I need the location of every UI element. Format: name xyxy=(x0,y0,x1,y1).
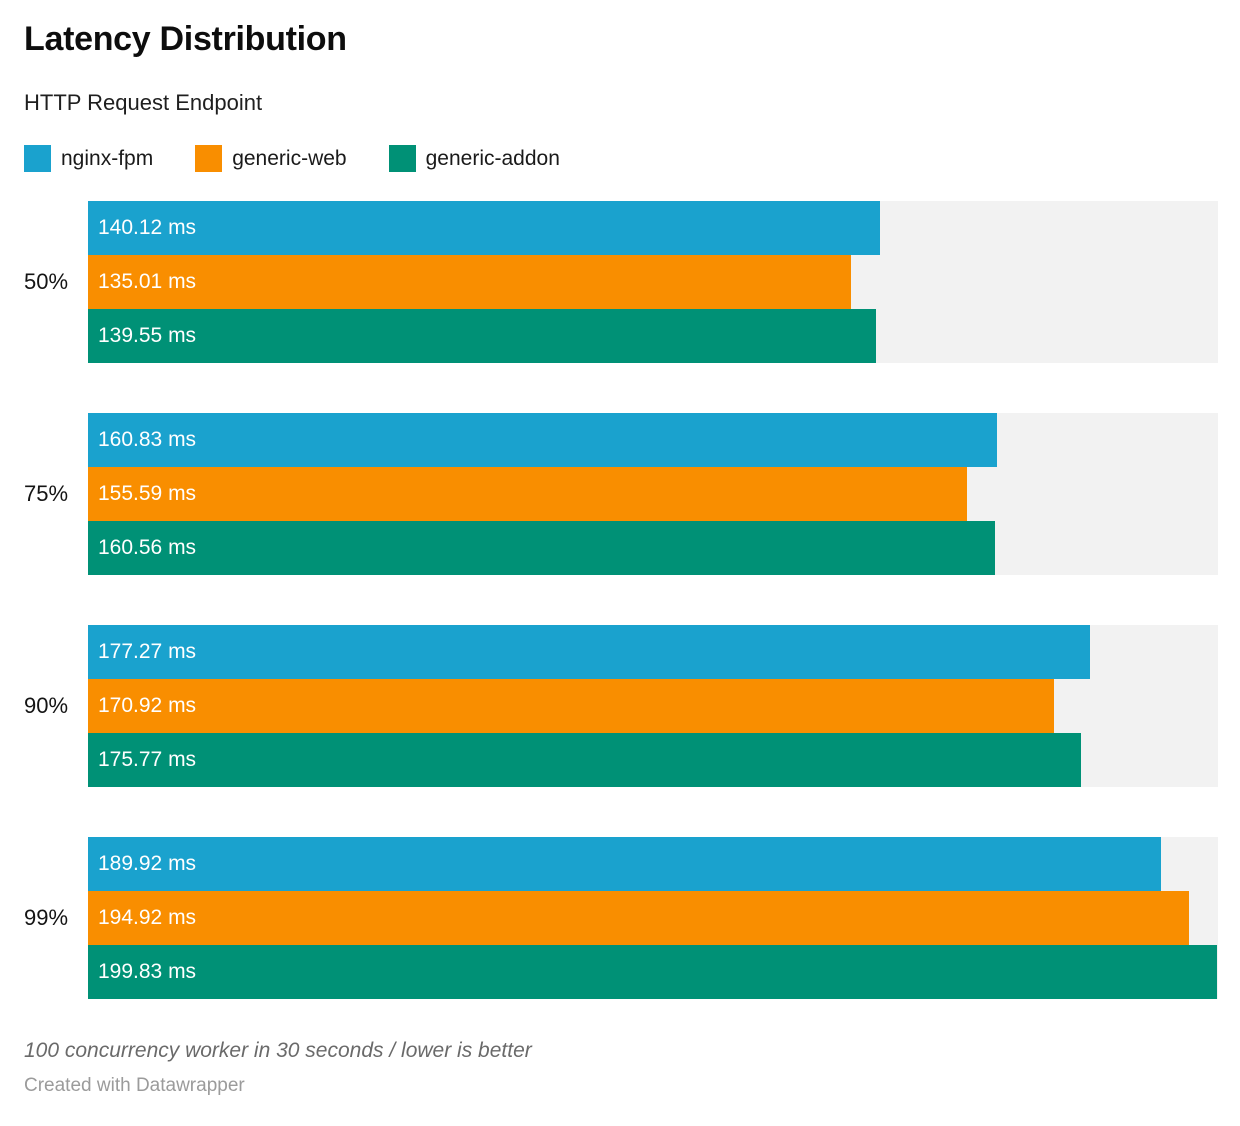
chart-title: Latency Distribution xyxy=(24,20,347,58)
bar-value-label: 135.01 ms xyxy=(98,269,197,293)
bar-value-label: 160.56 ms xyxy=(98,535,197,559)
bar-value-label: 155.59 ms xyxy=(98,481,197,505)
bar-generic-web: 170.92 ms xyxy=(88,678,1054,733)
datawrapper-credit: Created with Datawrapper xyxy=(24,1074,245,1096)
bar-value-label: 160.83 ms xyxy=(98,427,197,451)
legend-item-generic-addon: generic-addon xyxy=(388,145,560,173)
legend-swatch-icon xyxy=(388,145,416,173)
bar-generic-web: 155.59 ms xyxy=(88,466,968,521)
bar-generic-addon: 175.77 ms xyxy=(88,732,1082,787)
legend-label: generic-addon xyxy=(425,146,560,170)
percentile-label: 50% xyxy=(24,268,69,294)
bar-track: 177.27 ms 170.92 ms 175.77 ms xyxy=(88,624,1218,787)
bar-group-90%: 90% 177.27 ms 170.92 ms 175.77 ms xyxy=(24,624,1218,787)
legend-label: nginx-fpm xyxy=(61,146,154,170)
bar-group-99%: 99% 189.92 ms 194.92 ms 199.83 ms xyxy=(24,836,1218,999)
chart-container: Latency Distribution HTTP Request Endpoi… xyxy=(24,20,1218,1096)
bar-generic-addon: 139.55 ms xyxy=(88,308,877,363)
bar-nginx-fpm: 189.92 ms xyxy=(88,836,1162,891)
bar-group-75%: 75% 160.83 ms 155.59 ms 160.56 ms xyxy=(24,412,1218,575)
bar-value-label: 140.12 ms xyxy=(98,215,197,239)
bar-generic-addon: 199.83 ms xyxy=(88,944,1218,999)
bar-generic-web: 194.92 ms xyxy=(88,890,1190,945)
bar-track: 160.83 ms 155.59 ms 160.56 ms xyxy=(88,412,1218,575)
bar-value-label: 175.77 ms xyxy=(98,747,197,771)
legend-swatch-icon xyxy=(195,145,223,173)
percentile-label: 75% xyxy=(24,480,69,506)
bar-value-label: 177.27 ms xyxy=(98,639,197,663)
bar-track: 140.12 ms 135.01 ms 139.55 ms xyxy=(88,200,1218,363)
grouped-bar-chart: 50% 140.12 ms 135.01 ms 139.55 ms 75% 160.83 … xyxy=(24,200,1218,999)
legend-label: generic-web xyxy=(232,146,347,170)
bar-track: 189.92 ms 194.92 ms 199.83 ms xyxy=(88,836,1218,999)
bar-generic-addon: 160.56 ms xyxy=(88,520,996,575)
legend-item-generic-web: generic-web xyxy=(195,145,347,173)
bar-value-label: 139.55 ms xyxy=(98,323,197,347)
legend: nginx-fpm generic-web generic-addon xyxy=(24,145,1218,173)
footnote: 100 concurrency worker in 30 seconds / l… xyxy=(24,1038,532,1062)
bar-value-label: 194.92 ms xyxy=(98,905,197,929)
percentile-label: 99% xyxy=(24,904,69,930)
bar-nginx-fpm: 160.83 ms xyxy=(88,412,997,467)
bar-generic-web: 135.01 ms xyxy=(88,254,851,309)
bar-nginx-fpm: 177.27 ms xyxy=(88,624,1090,679)
bar-group-50%: 50% 140.12 ms 135.01 ms 139.55 ms xyxy=(24,200,1218,363)
percentile-label: 90% xyxy=(24,692,69,718)
legend-item-nginx-fpm: nginx-fpm xyxy=(24,145,154,173)
bar-nginx-fpm: 140.12 ms xyxy=(88,200,880,255)
bar-value-label: 170.92 ms xyxy=(98,693,197,717)
chart-subtitle: HTTP Request Endpoint xyxy=(24,90,263,116)
bar-value-label: 199.83 ms xyxy=(98,959,197,983)
legend-swatch-icon xyxy=(24,145,51,173)
bar-value-label: 189.92 ms xyxy=(98,851,197,875)
